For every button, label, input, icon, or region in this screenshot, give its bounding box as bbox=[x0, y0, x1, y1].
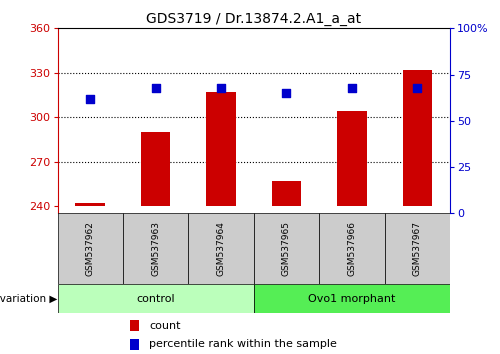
Bar bbox=[384, 213, 450, 284]
Bar bbox=[402, 70, 432, 206]
Text: GSM537964: GSM537964 bbox=[216, 221, 226, 276]
Text: GSM537967: GSM537967 bbox=[413, 221, 422, 276]
Bar bbox=[76, 203, 105, 206]
Bar bbox=[254, 213, 319, 284]
Bar bbox=[272, 181, 301, 206]
Bar bbox=[141, 132, 171, 206]
Text: GSM537962: GSM537962 bbox=[86, 221, 94, 276]
Text: control: control bbox=[136, 294, 175, 304]
Text: GSM537965: GSM537965 bbox=[282, 221, 291, 276]
Point bbox=[86, 96, 94, 102]
Bar bbox=[58, 213, 123, 284]
Text: Ovo1 morphant: Ovo1 morphant bbox=[308, 294, 396, 304]
Bar bbox=[254, 284, 450, 313]
Point bbox=[217, 85, 225, 90]
Bar bbox=[58, 284, 254, 313]
Point bbox=[348, 85, 356, 90]
Text: genotype/variation ▶: genotype/variation ▶ bbox=[0, 294, 58, 304]
Bar bbox=[319, 213, 384, 284]
Text: percentile rank within the sample: percentile rank within the sample bbox=[149, 339, 337, 349]
Text: GSM537963: GSM537963 bbox=[151, 221, 160, 276]
Text: GSM537966: GSM537966 bbox=[348, 221, 356, 276]
Point bbox=[414, 85, 422, 90]
Point bbox=[282, 90, 290, 96]
Bar bbox=[130, 320, 139, 331]
Text: count: count bbox=[149, 320, 180, 331]
Bar bbox=[123, 213, 188, 284]
Point bbox=[152, 85, 160, 90]
Title: GDS3719 / Dr.13874.2.A1_a_at: GDS3719 / Dr.13874.2.A1_a_at bbox=[146, 12, 362, 26]
Bar bbox=[337, 111, 366, 206]
Bar bbox=[188, 213, 254, 284]
Bar bbox=[206, 92, 236, 206]
Bar bbox=[130, 338, 139, 350]
